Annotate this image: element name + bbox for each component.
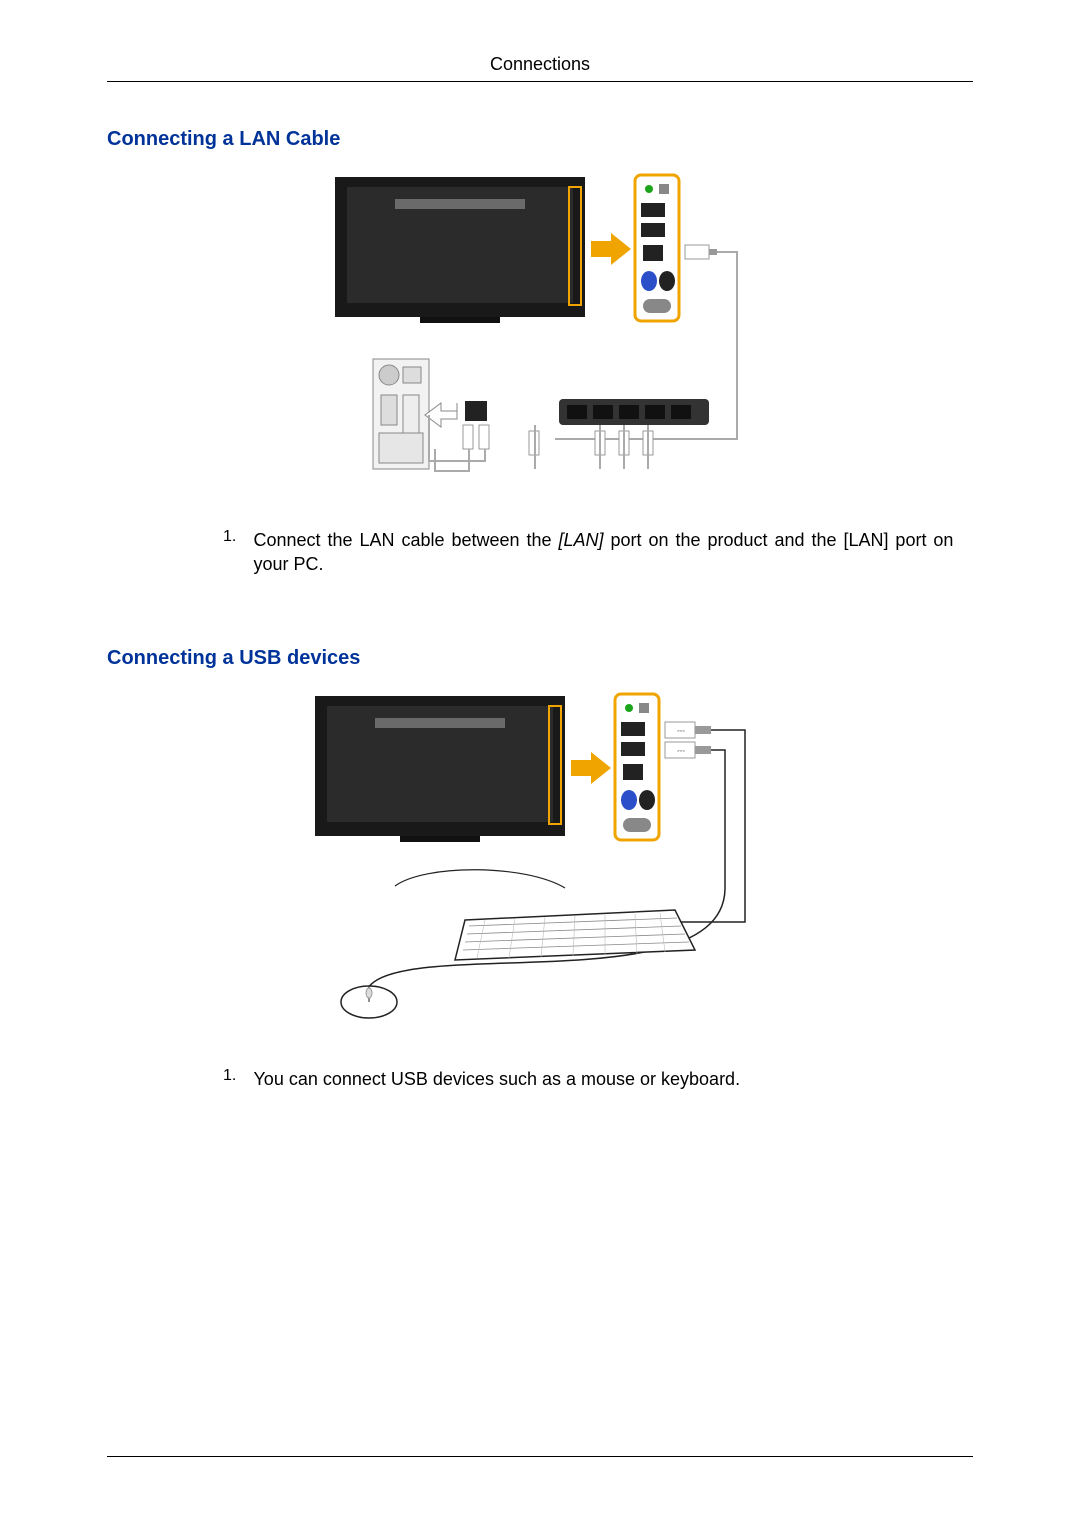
lan-diagram: [107, 169, 973, 494]
footer-rule: [107, 1456, 973, 1457]
step-number: 1.: [223, 528, 249, 546]
text-a: Connect the LAN cable between the: [253, 530, 558, 550]
header-rule: [107, 81, 973, 82]
step-number: 1.: [223, 1067, 249, 1085]
page-header: Connections: [107, 0, 973, 81]
step-text: Connect the LAN cable between the [LAN] …: [253, 528, 953, 577]
step-text: You can connect USB devices such as a mo…: [253, 1067, 953, 1091]
section-title-usb: Connecting a USB devices: [107, 647, 973, 670]
section-title-lan: Connecting a LAN Cable: [107, 128, 973, 151]
svg-text:⎓: ⎓: [677, 746, 685, 757]
svg-text:⎓: ⎓: [677, 726, 685, 737]
lan-step: 1. Connect the LAN cable between the [LA…: [223, 528, 973, 577]
usb-diagram: ⎓ ⎓: [107, 688, 973, 1033]
text-italic: [LAN]: [558, 530, 603, 550]
usb-step: 1. You can connect USB devices such as a…: [223, 1067, 973, 1091]
